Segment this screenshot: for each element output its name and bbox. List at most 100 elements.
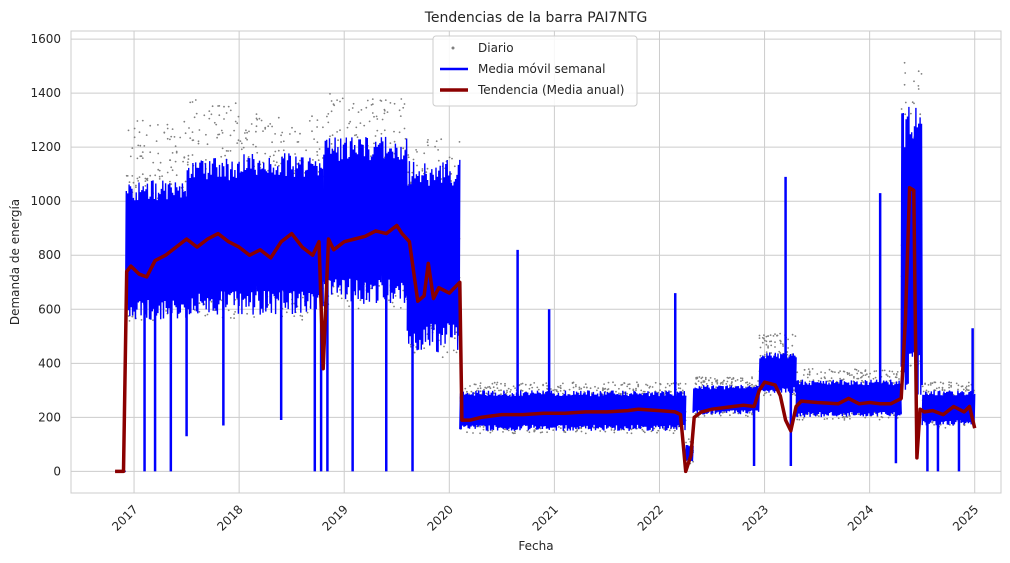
daily-point <box>623 391 625 394</box>
daily-point <box>903 61 906 64</box>
daily-point <box>472 432 474 434</box>
daily-point <box>388 299 390 302</box>
daily-point <box>779 340 782 343</box>
daily-point <box>961 385 964 388</box>
daily-point <box>280 134 282 137</box>
daily-point <box>635 389 637 392</box>
daily-point <box>234 311 237 313</box>
daily-point <box>888 370 891 373</box>
daily-point <box>759 354 762 357</box>
daily-point <box>216 136 219 139</box>
daily-point <box>440 138 443 141</box>
daily-point <box>280 141 282 143</box>
daily-point <box>158 169 161 172</box>
daily-point <box>506 389 508 392</box>
daily-point <box>271 141 273 144</box>
daily-point <box>944 426 947 429</box>
daily-point <box>709 377 712 379</box>
daily-point <box>861 375 863 378</box>
daily-point <box>557 391 559 393</box>
daily-point <box>829 380 832 382</box>
daily-point <box>681 392 684 394</box>
daily-point <box>210 300 213 303</box>
daily-point <box>684 383 687 385</box>
daily-point <box>493 381 496 384</box>
daily-point <box>453 165 456 168</box>
daily-point <box>371 103 374 106</box>
daily-point <box>416 151 418 153</box>
daily-point <box>411 171 414 174</box>
daily-point <box>533 382 536 384</box>
daily-point <box>383 109 386 112</box>
daily-point <box>267 125 270 128</box>
daily-point <box>802 374 805 376</box>
daily-point <box>533 429 536 432</box>
daily-point <box>255 130 257 133</box>
daily-point <box>337 139 339 142</box>
daily-point <box>220 155 223 158</box>
daily-point <box>491 429 494 432</box>
daily-point <box>441 356 444 359</box>
daily-point <box>635 387 637 390</box>
daily-point <box>763 339 766 342</box>
daily-point <box>734 380 737 382</box>
daily-point <box>698 376 701 378</box>
daily-point <box>929 384 932 386</box>
daily-point <box>500 382 502 385</box>
daily-point <box>220 129 223 132</box>
daily-point <box>770 340 773 343</box>
daily-point <box>941 386 944 389</box>
daily-point <box>221 147 224 150</box>
daily-point <box>127 315 130 317</box>
daily-point <box>274 150 277 153</box>
daily-point <box>166 171 169 174</box>
daily-point <box>885 373 888 376</box>
daily-point <box>195 112 198 115</box>
daily-point <box>857 377 860 380</box>
daily-point <box>654 381 657 384</box>
daily-point <box>861 379 863 382</box>
daily-point <box>687 438 690 440</box>
daily-point <box>666 382 669 385</box>
daily-point <box>875 370 878 372</box>
daily-point <box>537 388 540 391</box>
daily-point <box>919 113 922 116</box>
daily-point <box>648 391 651 394</box>
daily-point <box>550 388 552 390</box>
daily-point <box>269 123 272 125</box>
daily-point <box>237 115 240 118</box>
daily-point <box>246 138 249 141</box>
daily-point <box>559 427 562 430</box>
daily-point <box>340 297 343 300</box>
daily-point <box>311 130 313 133</box>
daily-point <box>339 289 341 291</box>
daily-point <box>759 346 762 349</box>
plot-frame <box>70 30 1002 494</box>
daily-point <box>881 369 884 372</box>
daily-point <box>192 139 195 142</box>
daily-point <box>493 389 496 392</box>
daily-point <box>524 383 527 386</box>
daily-point <box>842 415 845 418</box>
daily-point <box>169 159 172 162</box>
daily-point <box>873 370 876 373</box>
daily-point <box>731 378 733 381</box>
daily-point <box>299 132 301 135</box>
daily-point <box>213 309 216 312</box>
daily-point <box>410 181 412 184</box>
daily-point <box>801 418 804 421</box>
daily-point <box>886 375 889 377</box>
daily-point <box>659 383 662 386</box>
daily-point <box>252 143 255 146</box>
daily-point <box>487 386 489 388</box>
daily-point <box>191 101 194 103</box>
daily-point <box>500 393 502 396</box>
daily-point <box>239 140 242 143</box>
daily-point <box>864 369 867 371</box>
daily-point <box>437 149 439 151</box>
daily-point <box>402 106 405 109</box>
daily-point <box>853 377 855 379</box>
daily-point <box>765 343 768 346</box>
daily-point <box>578 388 581 390</box>
daily-point <box>745 414 747 417</box>
